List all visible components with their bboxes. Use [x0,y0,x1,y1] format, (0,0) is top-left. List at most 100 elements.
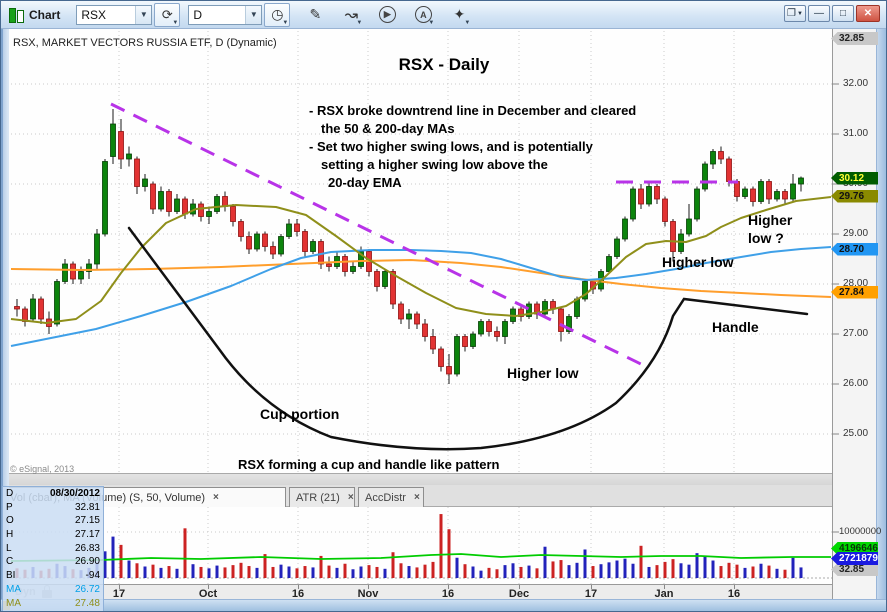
data-window-label: MA [6,597,21,609]
data-window-label: BI [6,570,16,582]
time-tick-mark [734,585,735,589]
symbol-lookup-button[interactable]: ⟳ ▼ [154,2,181,27]
data-window-value: 27.48 [74,597,100,609]
time-tick-label: Nov [357,588,379,600]
data-window-row: O 27.15 [3,514,103,528]
price-pane[interactable] [1,29,832,473]
data-window-row: L 26.83 [3,542,103,556]
data-window-label: O [6,515,14,527]
chevron-down-icon: ▼ [172,19,179,26]
refresh-icon: ⟳ [161,6,173,22]
time-template-button[interactable]: ◷ ▼ [264,2,291,27]
data-window-row: P 32.81 [3,501,103,515]
symbol-header: RSX, MARKET VECTORS RUSSIA ETF, D (Dynam… [13,37,277,49]
draw-tool-button[interactable]: ✎ [302,3,328,27]
data-window-value: 32.81 [74,501,100,513]
chevron-down-icon: ▼ [797,10,803,17]
data-window-label: D [6,488,14,499]
maximize-icon: □ [839,8,847,19]
time-tick-label: 16 [441,588,455,600]
time-axis[interactable]: 17 Oct 16 Nov 16 Dec 17 Jan 16 [1,584,832,602]
time-tick-mark [119,585,120,589]
data-window-row: H 27.17 [3,528,103,542]
data-window-value: 27.15 [74,515,100,527]
data-window-label: C [6,556,14,568]
chevron-down-icon[interactable]: ▼ [245,5,262,24]
interval-value: D [193,7,203,22]
time-tick-label: Oct [198,588,218,600]
data-window-row: D 08/30/2012 [3,487,103,501]
close-icon[interactable]: × [213,491,219,503]
data-window-label: L [6,542,12,554]
study-tabbar: Vol (cbar), MA (Volume) (S, 50, Volume) … [1,485,832,507]
chevron-down-icon: ▼ [356,19,363,26]
play-icon: ▶ [378,6,396,23]
pointer-icon: ✦ [453,6,466,22]
minimize-button[interactable]: — [808,5,830,22]
data-window-overlay: D 08/30/2012 P 32.81 O 27.15 H 27.17 L 26.83 C 26.9… [2,486,104,611]
time-tick-label: Dec [508,588,530,600]
maximize-button[interactable]: □ [832,5,854,22]
close-icon[interactable]: × [413,491,420,503]
data-window-value: -94 [85,570,100,582]
letter-a-icon: A [414,6,432,23]
time-tick-mark [591,585,592,589]
data-window-row: MA 26.72 [3,583,103,597]
clock-icon: ◷ [271,6,284,22]
symbol-combobox[interactable]: RSX ▼ [76,4,153,25]
tab-label: AccDistr [365,491,406,504]
data-window-row: BI -94 [3,569,103,583]
time-tick-label: Jan [654,588,674,600]
data-window-label: MA [6,583,21,595]
trend-squiggle-icon: ↝ [344,6,359,24]
data-window-value: 26.72 [74,583,100,595]
interval-combobox[interactable]: D ▼ [188,4,263,25]
restore-icon: ❐ [787,8,796,19]
symbol-value: RSX [81,7,107,22]
pencil-icon: ✎ [309,6,322,22]
time-tick-label: 16 [727,588,741,600]
data-window-row: MA 27.48 [3,597,103,611]
chevron-down-icon[interactable]: ▼ [135,5,152,24]
data-window-row: C 26.90 [3,555,103,569]
chevron-down-icon: ▼ [464,19,471,26]
tab-label: ATR (21) [296,491,340,504]
close-button[interactable]: ✕ [856,5,880,22]
window-right-frame [876,29,886,611]
close-icon: ✕ [863,8,873,19]
time-tick-label: 17 [112,588,126,600]
time-tick-label: 16 [291,588,305,600]
close-icon[interactable]: × [347,491,354,503]
pointer-tools-button[interactable]: ✦ ▼ [446,3,472,27]
time-tick-mark [448,585,449,589]
volume-pane[interactable] [1,507,832,584]
data-window-value: 27.17 [74,529,100,541]
data-window-value: 26.90 [74,556,100,568]
chart-app-icon [8,7,24,23]
time-tick-mark [208,585,209,589]
tab-accdistr-study[interactable]: AccDistr × [358,487,424,507]
window-bottom-frame [1,599,886,611]
line-study-button[interactable]: ↝ ▼ [338,3,364,27]
time-tick-label: 17 [584,588,598,600]
title-bar: Chart RSX ▼ ⟳ ▼ D ▼ ◷ ▼ ✎ ↝ ▼ ▶ A ▼ ✦ ▼ ❐ ▼ … [1,1,886,29]
price-axis[interactable] [832,29,878,602]
window-left-frame [1,29,9,611]
chevron-down-icon: ▼ [428,19,435,26]
time-tick-mark [298,585,299,589]
replay-button[interactable]: ▶ [374,3,400,27]
tab-atr-study[interactable]: ATR (21) × [289,487,355,507]
restore-window-button[interactable]: ❐ ▼ [784,5,806,22]
data-window-label: H [6,529,14,541]
time-tick-mark [368,585,369,589]
time-tick-mark [519,585,520,589]
data-window-label: P [6,501,13,513]
data-window-value: 26.83 [74,542,100,554]
pane-divider[interactable] [1,473,832,485]
app-title: Chart [29,7,61,22]
annotation-button[interactable]: A ▼ [410,3,436,27]
data-window-value: 08/30/2012 [49,488,100,499]
time-tick-mark [664,585,665,589]
chevron-down-icon: ▼ [282,19,289,26]
